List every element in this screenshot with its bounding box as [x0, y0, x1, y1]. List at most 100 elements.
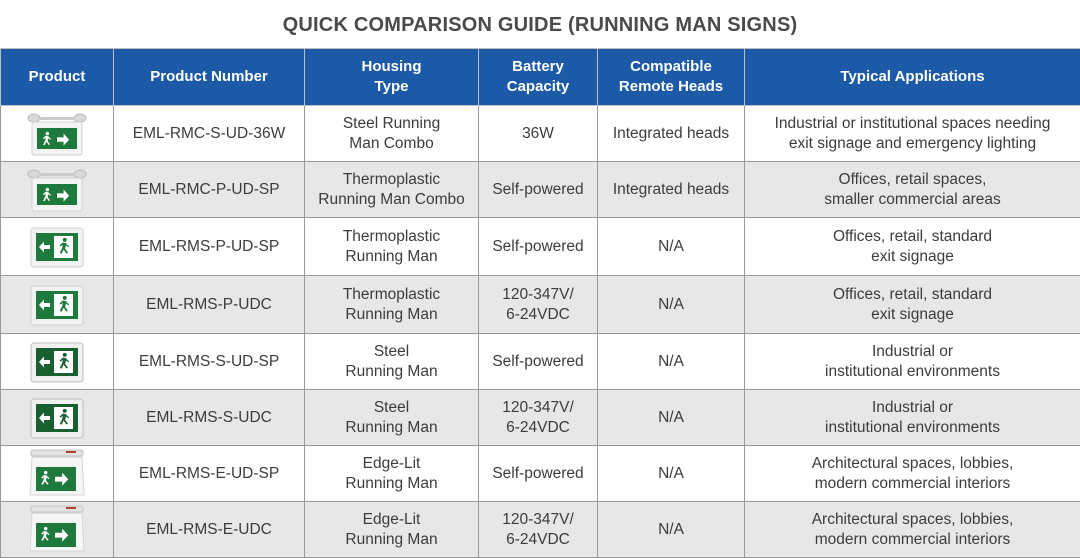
app-1-line: Offices, retail, standard [749, 227, 1076, 247]
app-1-line: Architectural spaces, lobbies, [749, 454, 1076, 474]
product-number: EML-RMS-P-UD-SP [114, 218, 305, 276]
typical-applications: Architectural spaces, lobbies,modern com… [745, 502, 1080, 558]
app-2-line: modern commercial interiors [749, 474, 1076, 494]
battery-capacity: 120-347V/6-24VDC [479, 276, 598, 334]
battery-2-line: 6-24VDC [483, 530, 593, 550]
remote-heads: N/A [598, 218, 745, 276]
header-typical-applications: Typical Applications [745, 49, 1080, 106]
product-image-cell [1, 334, 114, 390]
typical-applications: Offices, retail spaces,smaller commercia… [745, 162, 1080, 218]
header-battery-capacity: Battery Capacity [479, 49, 598, 106]
battery-capacity: Self-powered [479, 334, 598, 390]
battery-1-line: 120-347V/ [483, 510, 593, 530]
product-image-cell [1, 162, 114, 218]
typical-applications: Architectural spaces, lobbies,modern com… [745, 446, 1080, 502]
battery-2-line: 6-24VDC [483, 305, 593, 325]
typical-applications: Industrial or institutional spaces needi… [745, 106, 1080, 162]
product-image-cell [1, 106, 114, 162]
housing-1-line: Edge-Lit [309, 510, 474, 530]
product-image-cell [1, 390, 114, 446]
housing-2-line: Running Man [309, 247, 474, 267]
app-2-line: institutional environments [749, 362, 1076, 382]
product-number: EML-RMC-P-UD-SP [114, 162, 305, 218]
app-2-line: modern commercial interiors [749, 530, 1076, 550]
battery-2-line: 6-24VDC [483, 418, 593, 438]
edge-lit-sign-icon [26, 505, 88, 555]
app-2-line: exit signage and emergency lighting [749, 134, 1076, 154]
housing-1-line: Edge-Lit [309, 454, 474, 474]
app-1-line: Industrial or [749, 398, 1076, 418]
header-row: Product Product Number Housing Type Batt… [1, 49, 1080, 106]
app-1-line: Architectural spaces, lobbies, [749, 510, 1076, 530]
battery-1-line: Self-powered [483, 237, 593, 257]
product-number: EML-RMC-S-UD-36W [114, 106, 305, 162]
battery-1-line: 120-347V/ [483, 398, 593, 418]
housing-2-line: Man Combo [309, 134, 474, 154]
app-2-line: institutional environments [749, 418, 1076, 438]
battery-1-line: Self-powered [483, 352, 593, 372]
header-housing-type: Housing Type [305, 49, 479, 106]
housing-2-line: Running Man [309, 305, 474, 325]
edge-lit-sign-icon [26, 449, 88, 499]
housing-1-line: Thermoplastic [309, 227, 474, 247]
product-number: EML-RMS-P-UDC [114, 276, 305, 334]
header-product-number: Product Number [114, 49, 305, 106]
remote-heads: Integrated heads [598, 162, 745, 218]
comparison-table: Product Product Number Housing Type Batt… [0, 48, 1080, 558]
page-title: QUICK COMPARISON GUIDE (RUNNING MAN SIGN… [0, 0, 1080, 48]
remote-heads: Integrated heads [598, 106, 745, 162]
app-1-line: Offices, retail spaces, [749, 170, 1076, 190]
battery-1-line: Self-powered [483, 180, 593, 200]
housing-1-line: Steel [309, 342, 474, 362]
remote-heads: N/A [598, 502, 745, 558]
housing-2-line: Running Man [309, 474, 474, 494]
combo-sign-with-lamps-icon [25, 111, 89, 157]
product-number: EML-RMS-E-UD-SP [114, 446, 305, 502]
product-number: EML-RMS-S-UD-SP [114, 334, 305, 390]
app-1-line: Offices, retail, standard [749, 285, 1076, 305]
housing-2-line: Running Man Combo [309, 190, 474, 210]
battery-capacity: Self-powered [479, 162, 598, 218]
running-man-sign-dark-icon [28, 339, 86, 385]
remote-heads: N/A [598, 446, 745, 502]
header-product: Product [1, 49, 114, 106]
running-man-sign-icon [28, 224, 86, 270]
housing-2-line: Running Man [309, 530, 474, 550]
remote-heads: N/A [598, 276, 745, 334]
app-2-line: exit signage [749, 305, 1076, 325]
app-1-line: Industrial or [749, 342, 1076, 362]
housing-1-line: Steel [309, 398, 474, 418]
battery-capacity: 36W [479, 106, 598, 162]
combo-sign-with-lamps-icon [25, 167, 89, 213]
battery-1-line: 36W [483, 124, 593, 144]
product-image-cell [1, 218, 114, 276]
housing-2-line: Running Man [309, 418, 474, 438]
battery-capacity: 120-347V/6-24VDC [479, 390, 598, 446]
housing-2-line: Running Man [309, 362, 474, 382]
app-1-line: Industrial or institutional spaces needi… [749, 114, 1076, 134]
housing-1-line: Steel Running [309, 114, 474, 134]
product-image-cell [1, 276, 114, 334]
battery-capacity: Self-powered [479, 218, 598, 276]
product-number: EML-RMS-S-UDC [114, 390, 305, 446]
app-2-line: smaller commercial areas [749, 190, 1076, 210]
battery-1-line: 120-347V/ [483, 285, 593, 305]
